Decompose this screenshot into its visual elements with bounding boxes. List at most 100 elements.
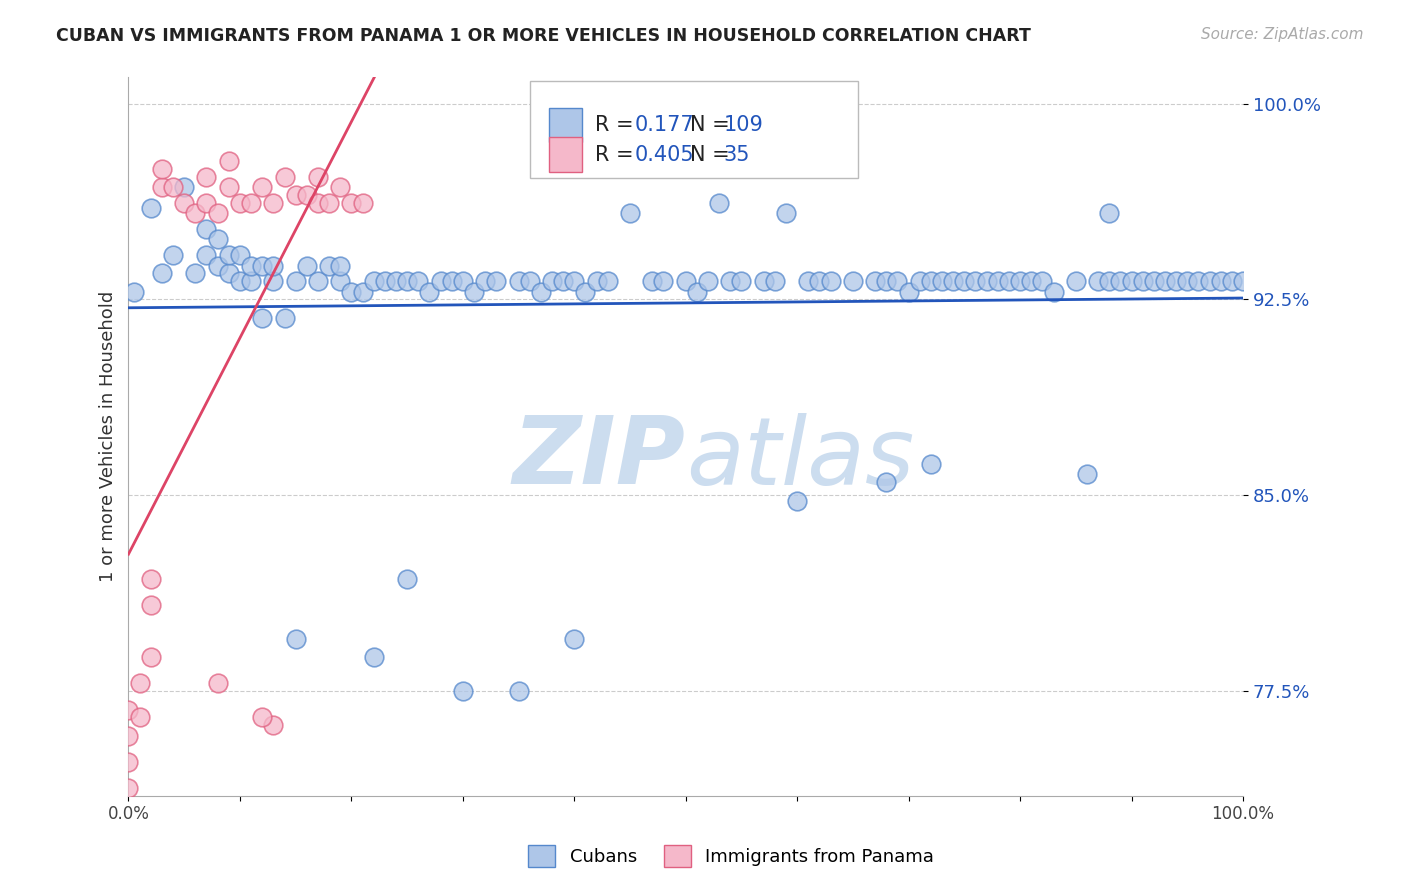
Point: [707, 195, 730, 210]
Point: [752, 274, 775, 288]
Point: [295, 259, 318, 273]
Point: [1042, 285, 1064, 299]
Point: [250, 259, 273, 273]
Point: [418, 285, 440, 299]
Point: [987, 274, 1010, 288]
Point: [908, 274, 931, 288]
Point: [953, 274, 976, 288]
Point: [173, 195, 195, 210]
Point: [1187, 274, 1209, 288]
Text: atlas: atlas: [686, 413, 914, 504]
Point: [284, 274, 307, 288]
Point: [519, 274, 541, 288]
Point: [718, 274, 741, 288]
Point: [240, 195, 263, 210]
Point: [1098, 274, 1121, 288]
Point: [1031, 274, 1053, 288]
Point: [284, 188, 307, 202]
Point: [218, 248, 240, 262]
Point: [139, 201, 162, 215]
Point: [931, 274, 953, 288]
Point: [730, 274, 752, 288]
Point: [1109, 274, 1132, 288]
Point: [1154, 274, 1177, 288]
Text: ZIP: ZIP: [513, 412, 686, 504]
Point: [207, 206, 229, 220]
Point: [117, 780, 139, 795]
Point: [329, 180, 352, 194]
Point: [229, 195, 252, 210]
Point: [474, 274, 496, 288]
Point: [184, 206, 207, 220]
Point: [920, 457, 942, 471]
Point: [641, 274, 664, 288]
Point: [307, 195, 329, 210]
Text: CUBAN VS IMMIGRANTS FROM PANAMA 1 OR MORE VEHICLES IN HOUSEHOLD CORRELATION CHAR: CUBAN VS IMMIGRANTS FROM PANAMA 1 OR MOR…: [56, 27, 1031, 45]
Point: [273, 310, 295, 325]
Point: [697, 274, 720, 288]
Point: [150, 161, 173, 176]
Point: [920, 274, 942, 288]
Text: 0.177: 0.177: [634, 115, 695, 135]
Point: [553, 274, 575, 288]
Text: 35: 35: [724, 145, 751, 165]
Point: [318, 259, 340, 273]
Point: [262, 718, 284, 732]
Point: [284, 632, 307, 646]
Point: [240, 259, 263, 273]
Point: [229, 248, 252, 262]
Point: [1132, 274, 1154, 288]
Point: [207, 676, 229, 690]
Point: [508, 274, 530, 288]
Point: [150, 266, 173, 280]
Point: [976, 274, 998, 288]
Point: [1076, 467, 1098, 482]
Point: [508, 684, 530, 698]
Point: [1098, 206, 1121, 220]
Point: [262, 195, 284, 210]
Point: [875, 475, 897, 490]
Point: [128, 710, 150, 724]
Point: [139, 598, 162, 612]
Point: [117, 755, 139, 769]
Point: [139, 572, 162, 586]
Point: [150, 180, 173, 194]
Point: [1064, 274, 1087, 288]
Point: [463, 285, 485, 299]
Point: [139, 650, 162, 665]
Point: [307, 274, 329, 288]
Point: [352, 285, 374, 299]
Y-axis label: 1 or more Vehicles in Household: 1 or more Vehicles in Household: [100, 291, 117, 582]
Legend: Cubans, Immigrants from Panama: Cubans, Immigrants from Panama: [520, 838, 942, 874]
Point: [117, 702, 139, 716]
Text: R =: R =: [596, 115, 641, 135]
Point: [396, 572, 419, 586]
Point: [574, 285, 596, 299]
Point: [218, 180, 240, 194]
Point: [842, 274, 865, 288]
Point: [207, 259, 229, 273]
Text: R =: R =: [596, 145, 641, 165]
Point: [863, 274, 886, 288]
Point: [218, 154, 240, 169]
Point: [363, 274, 385, 288]
Point: [396, 274, 419, 288]
Point: [195, 222, 218, 236]
Point: [207, 232, 229, 246]
Point: [686, 285, 709, 299]
Point: [485, 274, 508, 288]
Point: [250, 310, 273, 325]
Point: [329, 259, 352, 273]
Point: [1019, 274, 1042, 288]
Point: [329, 274, 352, 288]
Point: [451, 274, 474, 288]
Point: [195, 169, 218, 184]
Text: 109: 109: [724, 115, 763, 135]
Point: [1143, 274, 1166, 288]
Point: [250, 710, 273, 724]
Point: [1164, 274, 1187, 288]
Text: N =: N =: [690, 145, 737, 165]
Point: [1232, 274, 1254, 288]
Point: [162, 180, 184, 194]
Point: [1010, 274, 1032, 288]
